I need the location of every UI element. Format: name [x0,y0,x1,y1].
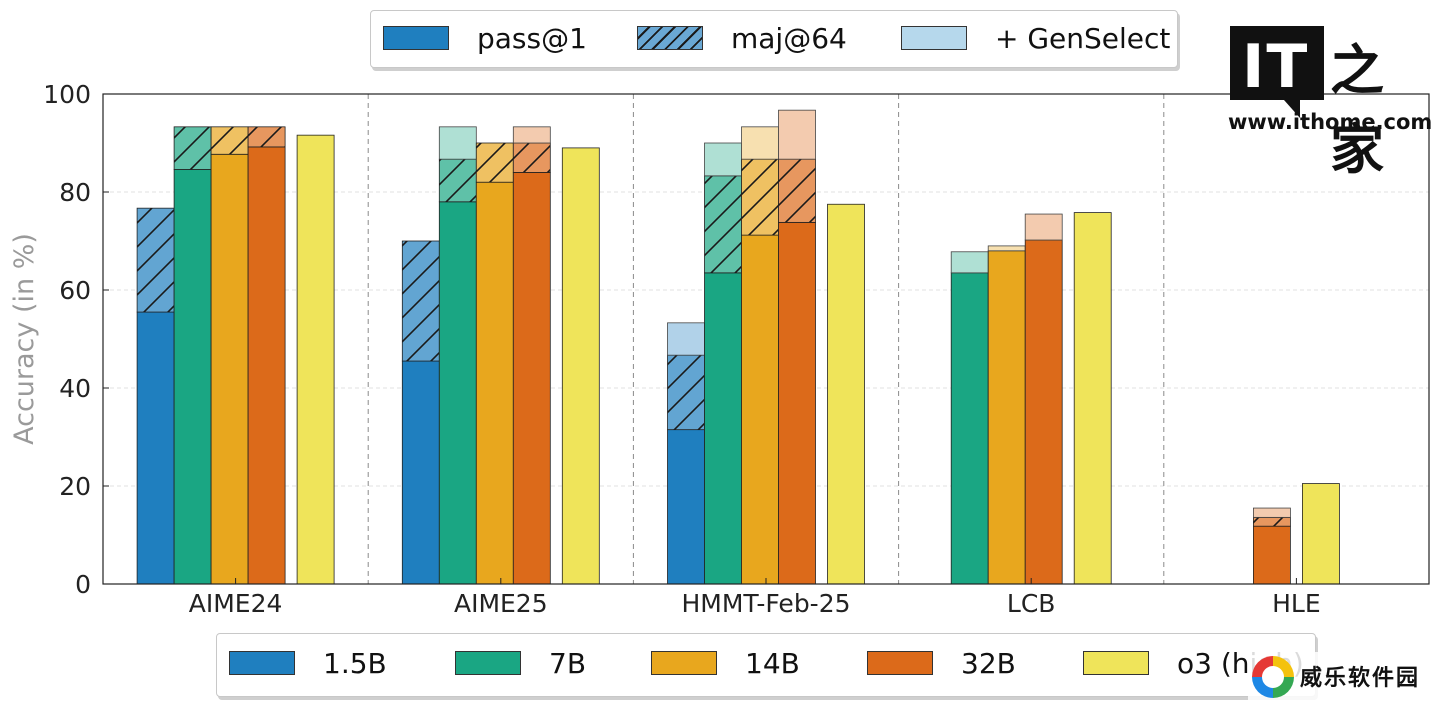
bar-maj64-hatch [174,126,212,170]
legend-item-pass1: pass@1 [383,21,587,55]
bar-genselect [741,126,779,160]
x-tick-label: AIME25 [454,589,548,618]
bar-maj64-hatch [211,126,249,155]
bar-maj64-hatch [741,159,779,236]
x-ticks: AIME24 AIME25 HMMT-Feb-25 LCB HLE [189,578,1321,618]
model-swatch [651,651,717,675]
bar-maj64-hatch [476,143,514,183]
legend-label: 7B [549,646,587,680]
model-swatch [867,651,933,675]
legend-item-maj64: maj@64 [637,21,847,55]
site-name: 威乐软件园 [1300,666,1421,691]
legend-item-genselect: + GenSelect [901,21,1171,55]
bar-pass1 [1073,212,1112,585]
bar-genselect [667,322,705,356]
pass1-swatch [383,26,449,50]
bar-pass1 [1302,483,1340,585]
y-tick-label: 0 [75,570,91,599]
bar-pass1 [827,203,865,585]
x-tick-label: AIME24 [189,589,283,618]
bar-maj64-hatch [704,175,742,273]
model-swatch [455,651,521,675]
y-tick-label: 80 [59,178,91,207]
legend-item-7b: 7B [455,646,587,680]
legend-method: pass@1 maj@64 + GenSelect [370,10,1178,68]
bar-pass1 [210,153,249,585]
ithome-url: www.ithome.com [1228,110,1433,134]
it-home-text: 之家 [1330,39,1384,181]
bars [136,109,1340,585]
bar-pass1 [704,272,742,585]
bar-pass1 [1024,239,1063,585]
bar-pass1 [950,272,989,585]
genselect-swatch [901,26,967,50]
bar-maj64-hatch [778,159,816,223]
bar-pass1 [741,234,779,585]
legend-label: pass@1 [477,21,587,55]
bar-pass1 [173,169,212,585]
bar-pass1 [512,171,551,585]
legend-item-1-5b: 1.5B [229,646,387,680]
it-logo-box: IT [1230,26,1324,118]
x-tick-label: HMMT-Feb-25 [681,589,850,618]
y-tick-label: 20 [59,472,91,501]
y-axis-label: Accuracy (in %) [9,233,40,445]
site-watermark: 威乐软件园 [1248,652,1438,702]
bar-genselect [1024,213,1063,241]
legend-label: maj@64 [731,21,847,55]
site-logo-icon [1252,656,1294,698]
x-tick-label: HLE [1272,589,1321,618]
bar-pass1 [778,221,816,585]
bar-pass1 [438,201,477,585]
bar-genselect [950,251,989,274]
y-tick-label: 60 [59,276,91,305]
bar-maj64-hatch [402,241,440,362]
it-logo-text: IT [1242,32,1310,102]
bar-maj64-hatch [137,208,175,313]
bar-pass1 [475,181,514,585]
legend-item-14b: 14B [651,646,800,680]
bar-pass1 [1253,525,1291,585]
x-tick-label: LCB [1007,589,1056,618]
maj64-swatch [637,26,703,50]
bar-genselect [778,109,816,160]
model-swatch [1083,651,1149,675]
bar-genselect [704,142,742,177]
bar-maj64-hatch [667,355,705,430]
group-separators [367,94,1165,584]
bar-pass1 [136,311,175,585]
ithome-watermark: IT 之家 www.ithome.com [1226,22,1432,181]
bar-pass1 [987,250,1026,585]
legend-item-32b: 32B [867,646,1016,680]
legend-label: 1.5B [323,646,387,680]
bar-genselect [512,126,551,144]
legend-label: 32B [961,646,1016,680]
bar-maj64-hatch [513,143,551,173]
bar-maj64-hatch [248,126,286,147]
legend-label: 14B [745,646,800,680]
bar-maj64-hatch [439,159,477,202]
y-ticks: 0 20 40 60 80 100 [43,80,109,599]
bar-maj64-hatch [1253,517,1291,527]
y-tick-label: 40 [59,374,91,403]
bar-pass1 [401,360,440,585]
legend-model: 1.5B 7B 14B 32B o3 (high) [216,633,1316,697]
y-tick-label: 100 [43,80,91,109]
bar-genselect [438,126,477,160]
legend-label: + GenSelect [995,21,1171,55]
model-swatch [229,651,295,675]
bar-genselect [987,245,1026,252]
bar-genselect [1253,507,1291,518]
bar-pass1 [667,429,705,585]
bar-pass1 [247,146,286,585]
bar-pass1 [296,134,335,585]
bar-pass1 [561,147,600,585]
